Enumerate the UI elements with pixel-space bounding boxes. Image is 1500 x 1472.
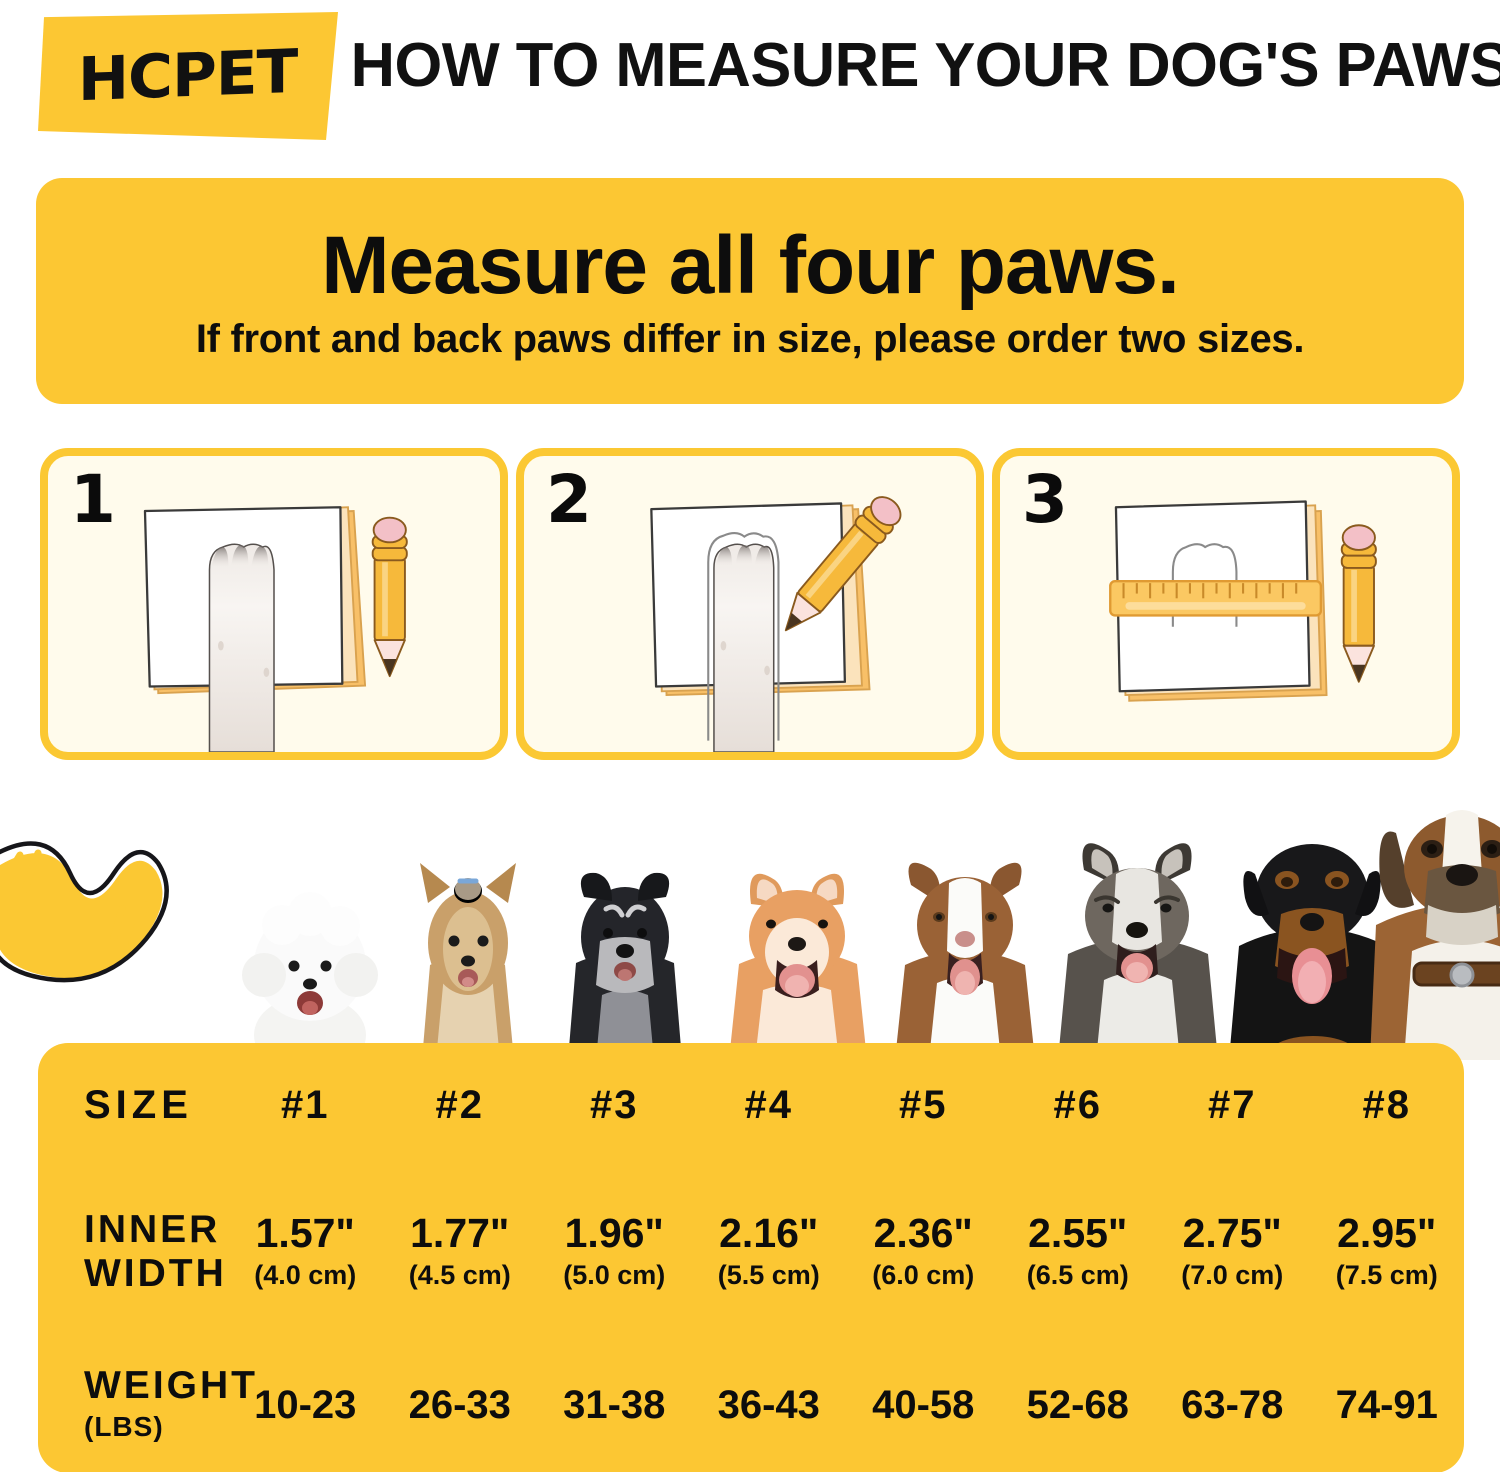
size-cell-7: #7 [1208, 1082, 1257, 1127]
width-in-6: 2.55" [1028, 1210, 1128, 1257]
width-cm-8: (7.5 cm) [1335, 1260, 1438, 1291]
width-cell-4: 2.16" (5.5 cm) [692, 1167, 847, 1337]
width-cell-7: 2.75" (7.0 cm) [1155, 1167, 1310, 1337]
width-cell-3: 1.96" (5.0 cm) [537, 1167, 692, 1337]
weight-cell-8: 74-91 [1335, 1383, 1438, 1428]
width-in-2: 1.77" [410, 1210, 510, 1257]
width-in-8: 2.95" [1337, 1210, 1437, 1257]
width-cm-2: (4.5 cm) [408, 1260, 511, 1291]
size-cell-8: #8 [1362, 1082, 1411, 1127]
brand-logo-badge: HCPET [38, 12, 338, 140]
step-2-illustration [650, 496, 902, 752]
step-number-3: 3 [1022, 461, 1068, 538]
header: HCPET HOW TO MEASURE YOUR DOG'S PAWS [0, 0, 1500, 160]
dog-saint-bernard [1370, 810, 1500, 1060]
weight-cell-5: 40-58 [872, 1383, 975, 1428]
size-cell-3: #3 [590, 1082, 639, 1127]
row-label-width: WIDTH [84, 1252, 227, 1296]
pencil-icon [1340, 524, 1377, 683]
dog-bichon-frise [242, 892, 378, 1060]
ruler-icon [1109, 580, 1323, 617]
width-cm-7: (7.0 cm) [1181, 1260, 1284, 1291]
weight-cell-2: 26-33 [408, 1383, 511, 1428]
width-cm-6: (6.5 cm) [1026, 1260, 1129, 1291]
width-cell-2: 1.77" (4.5 cm) [383, 1167, 538, 1337]
step-number-2: 2 [546, 461, 592, 538]
row-label-inner: INNER [84, 1208, 221, 1252]
row-label-weight-text: WEIGHT [84, 1364, 258, 1408]
table-row-inner-width: INNER WIDTH 1.57" (4.0 cm) 1.77" (4.5 cm… [38, 1167, 1464, 1337]
decorative-blob-icon [0, 841, 169, 983]
step-1-illustration [143, 506, 408, 752]
row-label-weight: WEIGHT (LBS) [38, 1337, 255, 1472]
width-in-7: 2.75" [1182, 1210, 1282, 1257]
width-in-3: 1.96" [564, 1210, 664, 1257]
size-chart-table: SIZE #1 #2 #3 #4 #5 #6 #7 #8 INNER WIDTH [38, 1043, 1464, 1472]
banner-subtext: If front and back paws differ in size, p… [195, 317, 1305, 361]
width-cell-8: 2.95" (7.5 cm) [1310, 1167, 1465, 1337]
dog-yorkshire-terrier [420, 863, 516, 1060]
pencil-icon [371, 516, 408, 678]
row-label-inner-width: INNER WIDTH [38, 1167, 228, 1337]
step-3-illustration [1109, 500, 1377, 702]
step-number-1: 1 [70, 461, 116, 538]
size-cell-4: #4 [744, 1082, 793, 1127]
width-cell-6: 2.55" (6.5 cm) [1001, 1167, 1156, 1337]
row-label-size: SIZE [84, 1082, 193, 1127]
width-cell-1: 1.57" (4.0 cm) [228, 1167, 383, 1337]
brand-logo-text: HCPET [78, 36, 298, 116]
width-in-4: 2.16" [719, 1210, 819, 1257]
pencil-icon [784, 496, 902, 632]
dog-shiba-inu [729, 873, 867, 1060]
dog-schnauzer [568, 872, 682, 1060]
weight-cell-1: 10-23 [254, 1383, 357, 1428]
size-cell-6: #6 [1053, 1082, 1102, 1127]
instruction-banner: Measure all four paws. If front and back… [36, 178, 1464, 404]
row-label-lbs: (LBS) [84, 1411, 164, 1443]
weight-cell-3: 31-38 [563, 1383, 666, 1428]
steps-row: 1 [40, 448, 1460, 760]
dog-border-collie [895, 862, 1035, 1060]
width-in-5: 2.36" [873, 1210, 973, 1257]
size-cell-5: #5 [899, 1082, 948, 1127]
width-cm-1: (4.0 cm) [254, 1260, 357, 1291]
width-in-1: 1.57" [255, 1210, 355, 1257]
weight-cell-6: 52-68 [1026, 1383, 1129, 1428]
step-card-3: 3 [992, 448, 1460, 760]
step-card-2: 2 [516, 448, 984, 760]
width-cm-3: (5.0 cm) [563, 1260, 666, 1291]
table-row-weight: WEIGHT (LBS) 10-23 26-33 31-38 36-43 40-… [38, 1337, 1464, 1472]
dog-alaskan-malamute [1058, 843, 1218, 1060]
width-cm-4: (5.5 cm) [717, 1260, 820, 1291]
step-card-1: 1 [40, 448, 508, 760]
size-chart: SIZE #1 #2 #3 #4 #5 #6 #7 #8 INNER WIDTH [38, 1043, 1464, 1472]
width-cell-5: 2.36" (6.0 cm) [846, 1167, 1001, 1337]
dog-breeds-strip [0, 770, 1500, 1060]
width-cm-5: (6.0 cm) [872, 1260, 975, 1291]
dogs-row [230, 770, 1500, 1060]
banner-headline: Measure all four paws. [321, 220, 1179, 311]
weight-cell-4: 36-43 [717, 1383, 820, 1428]
size-cell-1: #1 [281, 1082, 330, 1127]
size-cell-2: #2 [435, 1082, 484, 1127]
page-title: HOW TO MEASURE YOUR DOG'S PAWS [350, 31, 1500, 100]
weight-cell-7: 63-78 [1181, 1383, 1284, 1428]
table-row-size: SIZE #1 #2 #3 #4 #5 #6 #7 #8 [38, 1043, 1464, 1167]
